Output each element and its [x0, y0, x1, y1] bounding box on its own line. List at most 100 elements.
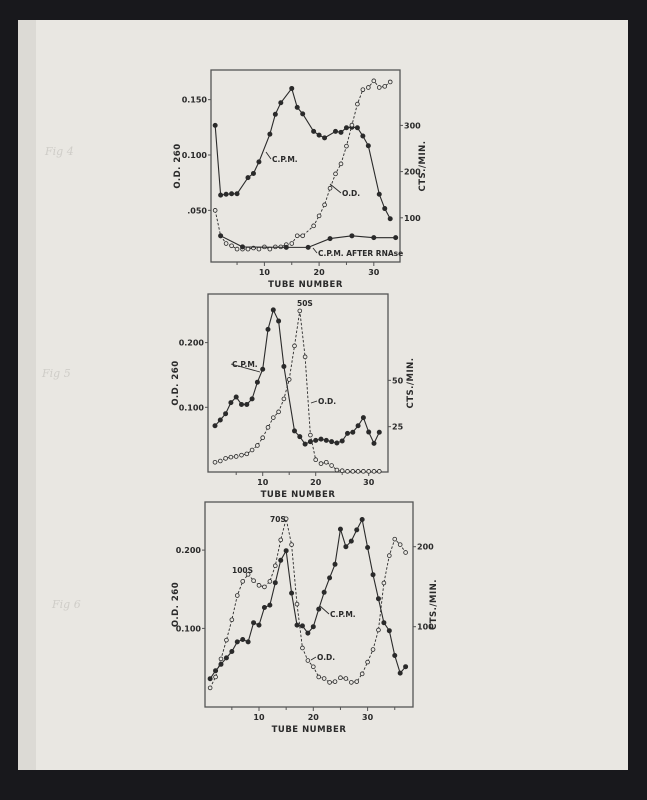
- data-point: [344, 143, 349, 149]
- data-point: [281, 396, 287, 402]
- data-point: [334, 467, 340, 473]
- y-left-tick-label: 0.200: [176, 546, 202, 555]
- data-point: [349, 680, 354, 685]
- data-point: [281, 363, 287, 369]
- data-point: [355, 101, 360, 107]
- data-point: [386, 628, 392, 634]
- data-point: [245, 572, 251, 577]
- chart-3: Fig 6 10 20 30 0.200 0.100 200 100 TUBE NUMBER O.…: [51, 501, 439, 735]
- annotation-label: C.P.M. AFTER RNAse: [318, 249, 403, 258]
- data-point: [360, 87, 366, 92]
- data-point: [370, 647, 376, 652]
- data-point: [256, 622, 262, 628]
- data-point: [354, 527, 360, 533]
- annotation-arrow: [329, 183, 342, 194]
- data-point: [339, 468, 345, 474]
- data-point: [251, 578, 256, 583]
- data-point: [276, 409, 281, 415]
- data-point: [229, 243, 234, 249]
- data-point: [260, 435, 266, 441]
- data-point: [376, 85, 382, 90]
- annotation-arrow: [310, 656, 317, 661]
- data-point: [224, 637, 229, 643]
- data-point: [311, 223, 316, 229]
- data-point: [316, 674, 322, 680]
- data-point: [327, 680, 332, 685]
- series-c-p-m-: [212, 307, 382, 447]
- data-point: [250, 170, 256, 176]
- x-tick-label: 20: [308, 713, 320, 722]
- data-point: [397, 670, 403, 676]
- data-point: [393, 235, 399, 241]
- data-point: [267, 579, 273, 584]
- data-point: [283, 244, 289, 250]
- data-point: [392, 653, 398, 659]
- data-point: [212, 459, 218, 465]
- annotation-label: O.D.: [318, 397, 336, 406]
- series-line: [214, 308, 380, 445]
- data-point: [270, 415, 276, 420]
- data-point: [289, 241, 295, 246]
- data-point: [370, 572, 376, 578]
- data-point: [313, 437, 319, 443]
- data-point: [316, 606, 322, 612]
- data-point: [376, 191, 382, 197]
- x-axis-title: TUBE NUMBER: [268, 280, 343, 290]
- data-point: [387, 553, 392, 558]
- data-point: [289, 542, 294, 547]
- data-point: [332, 679, 338, 684]
- data-point: [327, 236, 333, 242]
- data-point: [382, 206, 388, 212]
- data-point: [371, 235, 377, 241]
- data-point: [299, 623, 305, 629]
- data-point: [321, 589, 327, 595]
- data-point: [223, 411, 229, 417]
- data-point: [305, 244, 311, 250]
- data-point: [267, 131, 273, 137]
- data-point: [322, 135, 328, 141]
- data-point: [343, 125, 349, 131]
- data-point: [283, 548, 289, 554]
- chart-2: Fig 5 10 20 30 0.200 0.100 50 25 TUBE NUMBER O.D.…: [41, 293, 416, 500]
- y-right-axis-title: CTS./MIN.: [418, 141, 428, 192]
- data-point: [240, 579, 246, 584]
- annotation-label: O.D.: [317, 653, 335, 662]
- data-point: [234, 593, 240, 598]
- data-point: [376, 429, 382, 435]
- data-point: [229, 617, 235, 623]
- data-point: [403, 550, 408, 555]
- series-o-d-: [212, 78, 393, 252]
- data-point: [267, 602, 273, 608]
- data-point: [333, 171, 338, 177]
- data-point: [244, 401, 250, 407]
- data-point: [276, 318, 282, 324]
- data-point: [256, 159, 262, 165]
- data-point: [229, 649, 235, 655]
- series-line: [214, 87, 391, 219]
- data-point: [289, 590, 295, 596]
- data-point: [350, 429, 356, 435]
- data-point: [207, 685, 213, 691]
- data-point: [267, 246, 273, 252]
- data-point: [272, 563, 278, 569]
- photo-print: [18, 20, 628, 770]
- data-point: [381, 580, 387, 586]
- data-point: [300, 111, 306, 117]
- y-right-tick-label: 300: [404, 121, 421, 130]
- data-point: [359, 517, 365, 523]
- data-point: [329, 463, 334, 468]
- y-left-axis-title: O.D. 260: [173, 143, 183, 188]
- y-right-tick-label: 200: [404, 168, 421, 177]
- data-point: [337, 526, 343, 532]
- series-c-p-m-: [212, 85, 393, 222]
- data-point: [316, 213, 322, 219]
- data-point: [371, 78, 377, 84]
- data-point: [376, 627, 381, 633]
- data-point: [278, 100, 284, 106]
- data-point: [392, 536, 398, 542]
- x-axis-title: TUBE NUMBER: [272, 725, 347, 735]
- handwritten-fig-label: Fig 4: [44, 145, 74, 158]
- series-c-p-m-: [207, 517, 409, 682]
- data-point: [207, 676, 213, 682]
- x-tick-label: 10: [259, 268, 271, 277]
